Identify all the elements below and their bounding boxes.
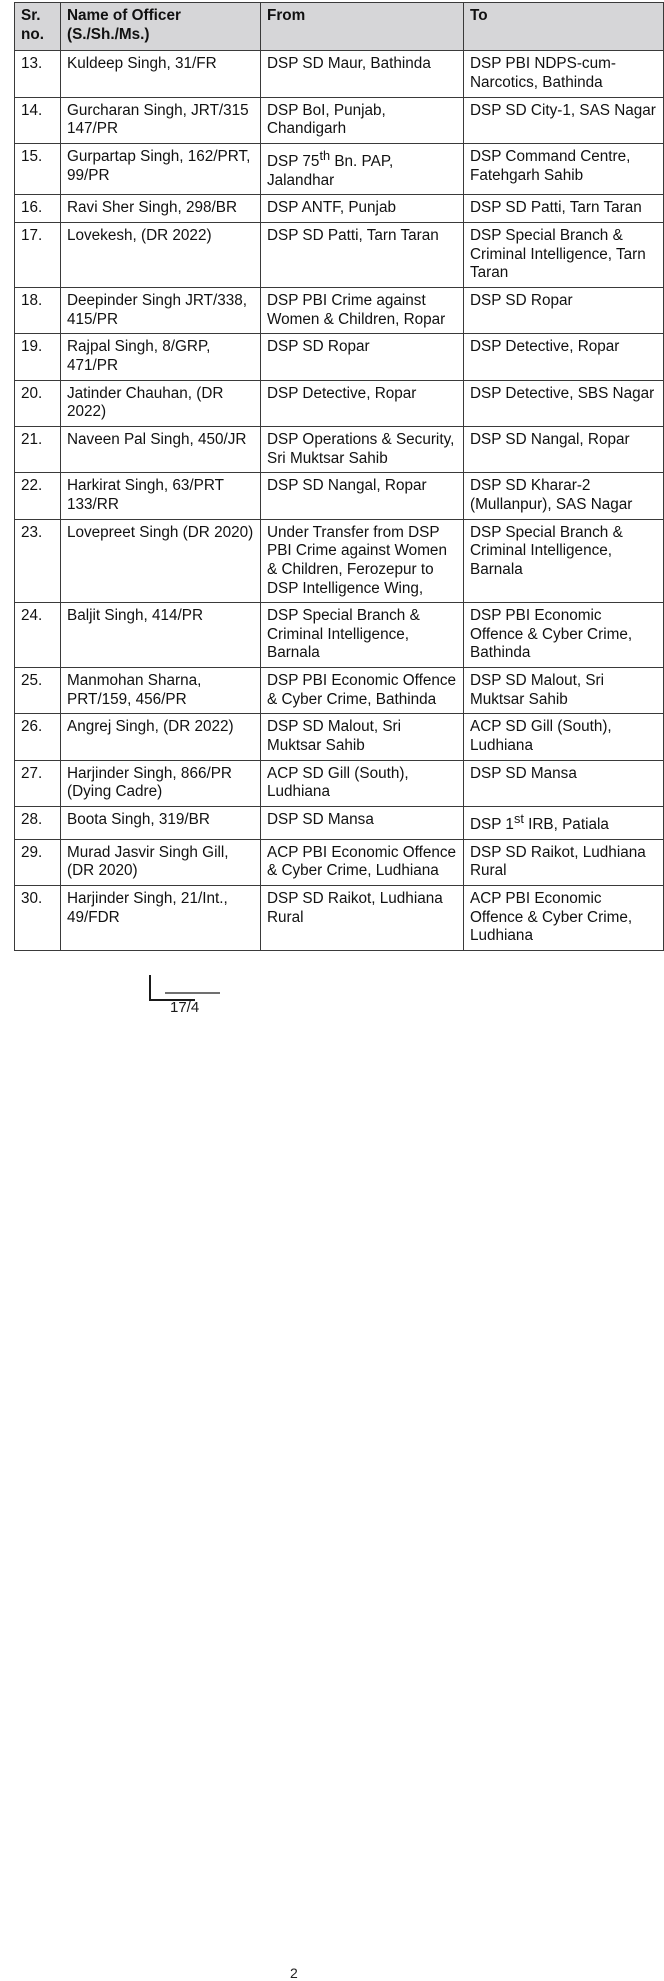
svg-text:17/4: 17/4 (170, 999, 199, 1016)
